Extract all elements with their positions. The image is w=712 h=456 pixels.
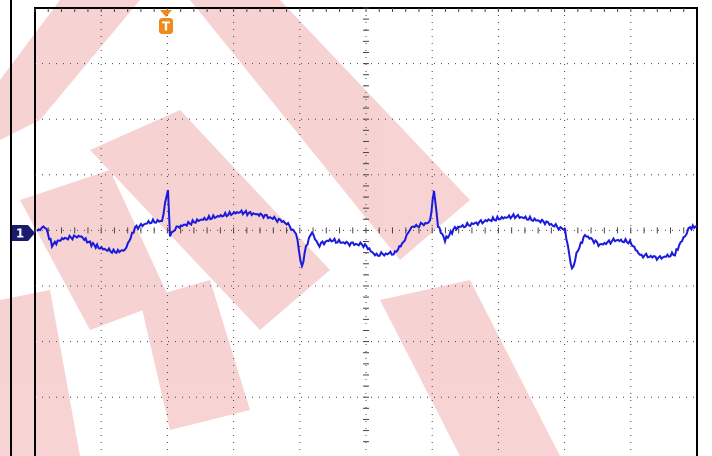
- trigger-marker: T: [159, 10, 173, 34]
- watermark-shape: [190, 0, 470, 260]
- grid: [34, 7, 697, 456]
- watermark-shape: [20, 170, 170, 330]
- trigger-label: T: [162, 20, 171, 34]
- trigger-marker-shape: [159, 18, 173, 34]
- watermark-shape: [140, 280, 250, 430]
- waveform: [36, 189, 698, 271]
- watermark-shape: [380, 280, 560, 456]
- watermark-shape: [0, 290, 80, 456]
- channel-marker: 1: [12, 225, 35, 241]
- watermark: [0, 0, 560, 456]
- channel-label: 1: [16, 227, 24, 241]
- channel-marker-shape: [12, 225, 35, 241]
- trigger-arrow: [160, 10, 172, 17]
